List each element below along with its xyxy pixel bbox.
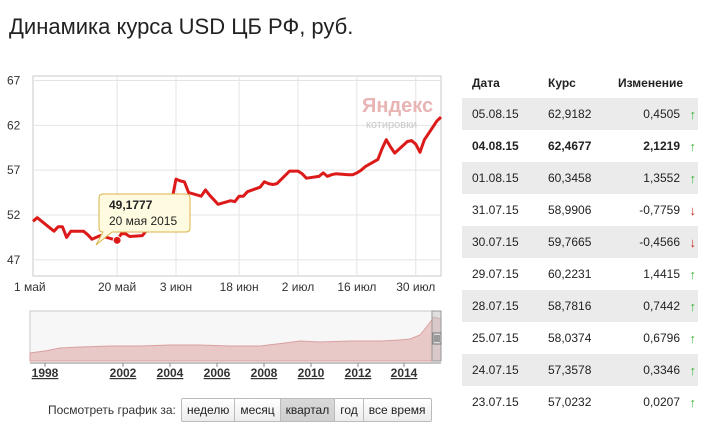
- navigator-year-label: 2010: [298, 366, 325, 380]
- rates-table-header: Дата Курс Изменение: [462, 68, 698, 98]
- navigator-year-label: 1998: [32, 366, 59, 380]
- navigator-history-area: [29, 316, 442, 362]
- rate-cell: 62,9182: [548, 107, 592, 121]
- y-tick-label: 62: [7, 118, 21, 132]
- change-column-header: Изменение: [618, 76, 684, 90]
- x-tick-label: 18 июн: [220, 280, 259, 294]
- y-tick-label: 67: [7, 73, 21, 87]
- period-label: Посмотреть график за:: [48, 403, 176, 417]
- table-row: 31.07.15 58,9906 -0,7759 ↓: [462, 194, 698, 226]
- period-week-button[interactable]: неделю: [182, 399, 236, 421]
- date-cell: 29.07.15: [472, 267, 519, 281]
- history-navigator[interactable]: 1998 2002 2004 2006 2008 2010 2012 2014: [0, 305, 450, 385]
- table-row: 29.07.15 60,2231 1,4415 ↑: [462, 258, 698, 290]
- date-cell: 23.07.15: [472, 395, 519, 409]
- navigator-year-label: 2006: [204, 366, 231, 380]
- change-cell: 0,0207: [643, 395, 680, 409]
- y-tick-label: 47: [7, 253, 21, 267]
- arrow-up-icon: ↑: [689, 394, 697, 410]
- rate-cell: 57,3578: [548, 363, 592, 377]
- navigator-year-label: 2008: [251, 366, 278, 380]
- navigator-year-label: 2004: [157, 366, 184, 380]
- x-tick-label: 16 июл: [337, 280, 376, 294]
- date-cell: 25.07.15: [472, 331, 519, 345]
- date-column-header: Дата: [472, 76, 500, 90]
- rate-cell: 62,4677: [548, 139, 592, 153]
- navigator-year-label: 2012: [345, 366, 372, 380]
- arrow-up-icon: ↑: [689, 138, 697, 154]
- x-tick-label: 20 май: [98, 280, 136, 294]
- chart-tooltip: 49,1777 20 мая 2015: [95, 193, 191, 246]
- arrow-up-icon: ↑: [689, 362, 697, 378]
- change-cell: 1,3552: [643, 171, 680, 185]
- table-row: 28.07.15 58,7816 0,7442 ↑: [462, 290, 698, 322]
- rate-cell: 59,7665: [548, 235, 592, 249]
- page-title: Динамика курса USD ЦБ РФ, руб.: [9, 14, 354, 39]
- plot-area: [32, 75, 442, 277]
- date-cell: 30.07.15: [472, 235, 519, 249]
- rate-cell: 58,0374: [548, 331, 592, 345]
- date-cell: 31.07.15: [472, 203, 519, 217]
- tooltip-box: [95, 193, 191, 246]
- navigator-year-label: 2014: [391, 366, 418, 380]
- rates-table-body: 05.08.15 62,9182 0,4505 ↑ 04.08.15 62,4677 2,1…: [462, 98, 698, 418]
- navigator-year-label: 2002: [110, 366, 137, 380]
- table-row: 01.08.15 60,3458 1,3552 ↑: [462, 162, 698, 194]
- rate-cell: 57,0232: [548, 395, 592, 409]
- watermark-caption: котировки: [366, 119, 417, 131]
- arrow-down-icon: ↓: [689, 234, 697, 250]
- x-tick-label: 3 июн: [160, 280, 192, 294]
- arrow-up-icon: ↑: [689, 330, 697, 346]
- date-cell: 05.08.15: [472, 107, 519, 121]
- rates-table: Дата Курс Изменение 05.08.15 62,9182 0,450…: [462, 68, 698, 418]
- arrow-up-icon: ↑: [689, 106, 697, 122]
- yandex-watermark: Яндекс: [362, 95, 433, 117]
- x-tick-label: 1 май: [14, 280, 46, 294]
- rate-cell: 60,2231: [548, 267, 592, 281]
- change-cell: -0,7759: [639, 203, 680, 217]
- x-tick-label: 30 июл: [396, 280, 435, 294]
- period-month-button[interactable]: месяц: [235, 399, 281, 421]
- rate-line-chart[interactable]: 47 52 57 62 67 1 май 20 май 3 июн 18 июн 2 июл 16 …: [0, 64, 450, 296]
- tooltip-date: 20 мая 2015: [109, 214, 177, 228]
- rate-cell: 58,9906: [548, 203, 592, 217]
- table-row: 05.08.15 62,9182 0,4505 ↑: [462, 98, 698, 130]
- period-all-time-button[interactable]: все время: [368, 403, 426, 417]
- rate-cell: 60,3458: [548, 171, 592, 185]
- highlighted-point: [112, 235, 122, 245]
- date-cell: 01.08.15: [472, 171, 519, 185]
- date-cell: 24.07.15: [472, 363, 519, 377]
- change-cell: -0,4566: [639, 235, 680, 249]
- rate-column-header: Курс: [548, 76, 576, 90]
- x-tick-label: 2 июл: [282, 280, 314, 294]
- change-cell: 0,4505: [643, 107, 680, 121]
- arrow-down-icon: ↓: [689, 202, 697, 218]
- table-row: 25.07.15 58,0374 0,6796 ↑: [462, 322, 698, 354]
- date-cell: 28.07.15: [472, 299, 519, 313]
- period-year-button[interactable]: год: [335, 399, 364, 421]
- arrow-up-icon: ↑: [689, 298, 697, 314]
- change-cell: 0,7442: [643, 299, 680, 313]
- tooltip-value: 49,1777: [109, 198, 153, 212]
- table-row: 04.08.15 62,4677 2,1219 ↑: [462, 130, 698, 162]
- table-row: 23.07.15 57,0232 0,0207 ↑: [462, 386, 698, 418]
- change-cell: 2,1219: [643, 139, 680, 153]
- date-cell: 04.08.15: [472, 139, 519, 153]
- table-row: 24.07.15 57,3578 0,3346 ↑: [462, 354, 698, 386]
- y-tick-label: 52: [7, 208, 21, 222]
- arrow-up-icon: ↑: [689, 266, 697, 282]
- y-tick-label: 57: [7, 163, 21, 177]
- table-row: 30.07.15 59,7665 -0,4566 ↓: [462, 226, 698, 258]
- period-quarter-button[interactable]: квартал: [280, 399, 336, 421]
- arrow-up-icon: ↑: [689, 170, 697, 186]
- change-cell: 0,6796: [643, 331, 680, 345]
- rate-cell: 58,7816: [548, 299, 592, 313]
- period-selector: неделю месяц квартал год все время: [181, 398, 432, 422]
- change-cell: 0,3346: [643, 363, 680, 377]
- change-cell: 1,4415: [643, 267, 680, 281]
